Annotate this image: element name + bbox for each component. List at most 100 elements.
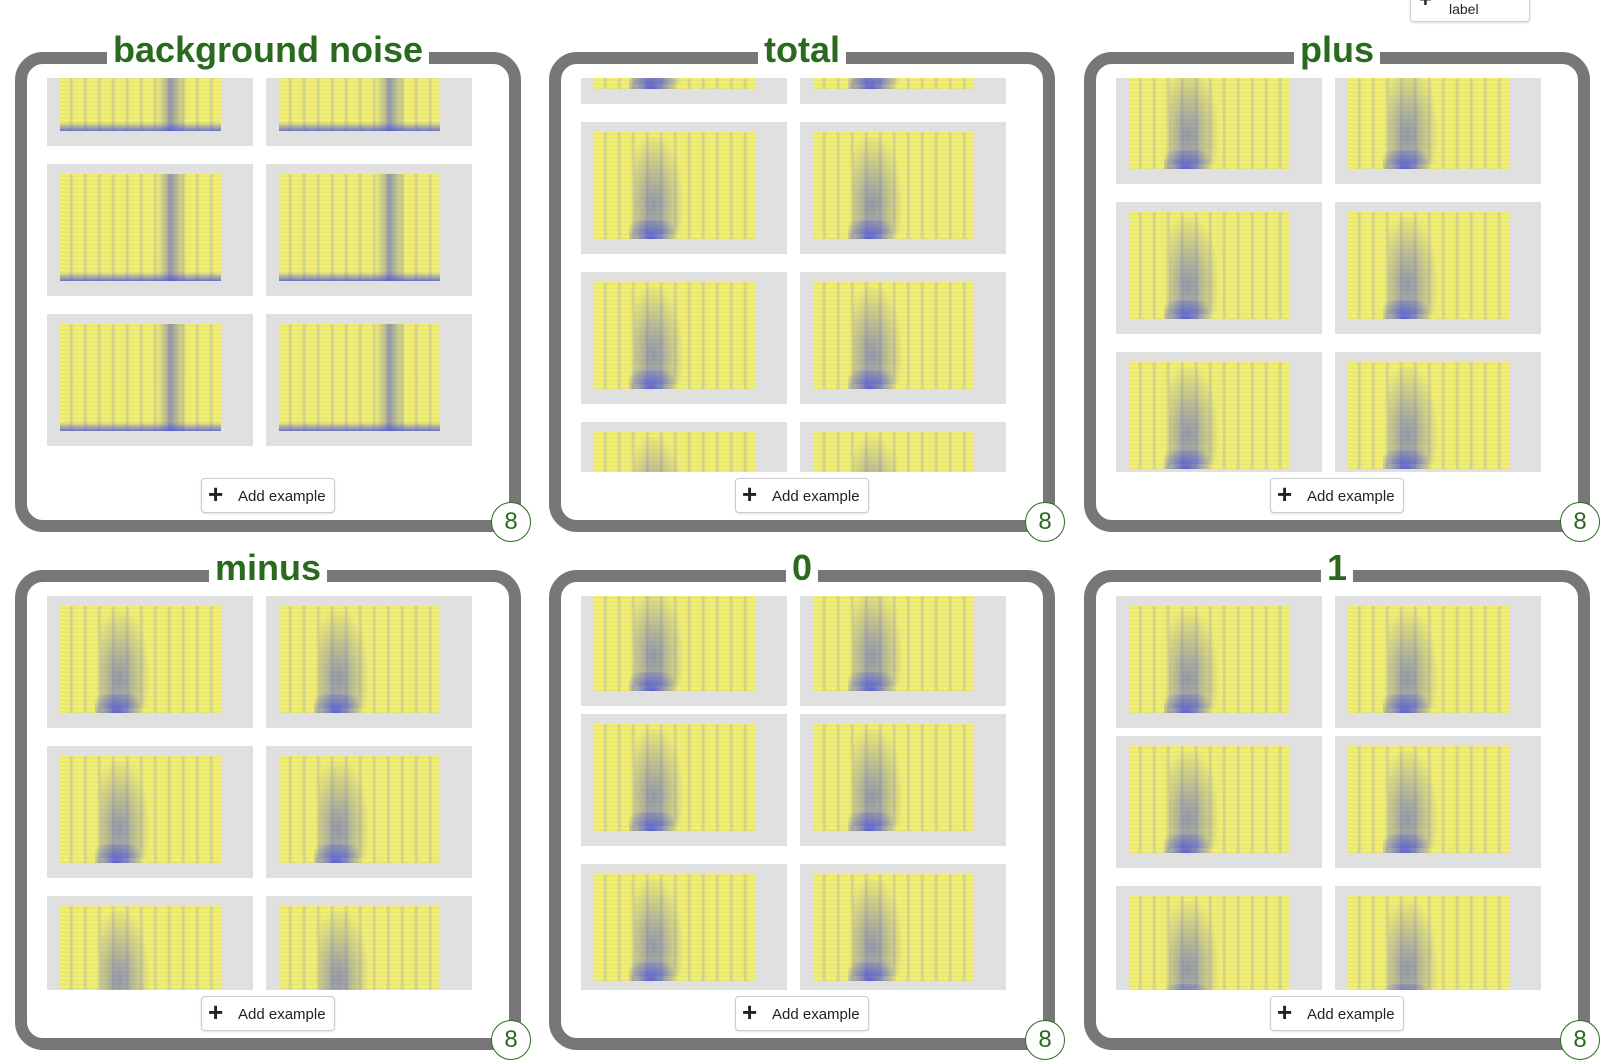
panel-title: background noise bbox=[106, 30, 430, 70]
example-tile[interactable] bbox=[800, 78, 1006, 104]
add-example-label: Add example bbox=[238, 488, 326, 505]
add-example-label: Add example bbox=[772, 488, 860, 505]
plus-icon: + bbox=[1277, 997, 1293, 1027]
spectrogram bbox=[60, 756, 221, 863]
add-label-text: label bbox=[1449, 1, 1479, 17]
spectrogram bbox=[1129, 362, 1290, 469]
spectrogram bbox=[60, 174, 221, 281]
class-panel-minus: minus + Add example 8 bbox=[15, 548, 531, 1060]
spectrogram bbox=[60, 324, 221, 431]
example-tile[interactable] bbox=[581, 422, 787, 472]
panel-title: total bbox=[758, 30, 846, 70]
example-tile[interactable] bbox=[800, 714, 1006, 846]
class-panel-1: 1 + Add example 8 bbox=[1084, 548, 1600, 1060]
example-tile[interactable] bbox=[266, 78, 472, 146]
example-tile[interactable] bbox=[581, 122, 787, 254]
add-example-button[interactable]: + Add example bbox=[201, 478, 335, 513]
spectrogram bbox=[813, 132, 974, 239]
example-tile[interactable] bbox=[266, 164, 472, 296]
example-tile[interactable] bbox=[581, 272, 787, 404]
example-count-badge: 8 bbox=[491, 502, 531, 542]
spectrogram bbox=[279, 78, 440, 131]
spectrogram bbox=[813, 78, 974, 89]
add-example-button[interactable]: + Add example bbox=[1270, 996, 1404, 1031]
spectrogram bbox=[813, 724, 974, 831]
class-panel-background-noise: background noise + Add example 8 bbox=[15, 30, 531, 542]
add-example-label: Add example bbox=[238, 1006, 326, 1023]
example-tile[interactable] bbox=[581, 596, 787, 706]
example-tile[interactable] bbox=[1335, 202, 1541, 334]
example-tile[interactable] bbox=[47, 78, 253, 146]
spectrogram bbox=[1348, 362, 1509, 469]
example-tile[interactable] bbox=[800, 864, 1006, 990]
example-tile[interactable] bbox=[1116, 352, 1322, 472]
spectrogram bbox=[813, 282, 974, 389]
add-example-label: Add example bbox=[1307, 1006, 1395, 1023]
example-count-badge: 8 bbox=[1025, 1020, 1065, 1060]
panel-title: minus bbox=[208, 548, 328, 588]
add-label-button[interactable]: + label bbox=[1410, 0, 1530, 22]
class-panel-plus: plus + Add example 8 bbox=[1084, 30, 1600, 542]
example-tile[interactable] bbox=[1116, 886, 1322, 990]
example-tile[interactable] bbox=[800, 596, 1006, 706]
spectrogram bbox=[1348, 606, 1509, 713]
example-tile[interactable] bbox=[266, 746, 472, 878]
example-tile[interactable] bbox=[1335, 352, 1541, 472]
example-tile[interactable] bbox=[800, 122, 1006, 254]
add-example-button[interactable]: + Add example bbox=[201, 996, 335, 1031]
spectrogram bbox=[279, 906, 440, 990]
spectrogram bbox=[594, 874, 755, 981]
examples-grid[interactable] bbox=[581, 596, 1014, 990]
spectrogram bbox=[279, 756, 440, 863]
spectrogram bbox=[1348, 896, 1509, 990]
examples-grid[interactable] bbox=[47, 596, 480, 990]
example-tile[interactable] bbox=[266, 596, 472, 728]
example-tile[interactable] bbox=[266, 896, 472, 990]
add-example-button[interactable]: + Add example bbox=[1270, 478, 1404, 513]
panel-title: 0 bbox=[785, 548, 819, 588]
spectrogram bbox=[279, 174, 440, 281]
example-tile[interactable] bbox=[1335, 596, 1541, 728]
examples-grid[interactable] bbox=[1116, 596, 1549, 990]
example-tile[interactable] bbox=[581, 864, 787, 990]
add-example-label: Add example bbox=[1307, 488, 1395, 505]
example-count-badge: 8 bbox=[1560, 1020, 1600, 1060]
class-panel-0: 0 + Add example 8 bbox=[549, 548, 1065, 1060]
panel-title: 1 bbox=[1320, 548, 1354, 588]
example-tile[interactable] bbox=[800, 422, 1006, 472]
spectrogram bbox=[813, 596, 974, 691]
example-tile[interactable] bbox=[1116, 202, 1322, 334]
example-tile[interactable] bbox=[1335, 886, 1541, 990]
example-tile[interactable] bbox=[1335, 736, 1541, 868]
example-tile[interactable] bbox=[1116, 736, 1322, 868]
example-tile[interactable] bbox=[266, 314, 472, 446]
example-tile[interactable] bbox=[47, 746, 253, 878]
example-count-badge: 8 bbox=[491, 1020, 531, 1060]
example-tile[interactable] bbox=[47, 896, 253, 990]
plus-icon: + bbox=[1277, 479, 1293, 509]
examples-grid[interactable] bbox=[581, 78, 1014, 472]
example-tile[interactable] bbox=[581, 714, 787, 846]
example-tile[interactable] bbox=[1116, 78, 1322, 184]
spectrogram bbox=[60, 606, 221, 713]
spectrogram bbox=[1348, 78, 1509, 169]
panel-title: plus bbox=[1293, 30, 1381, 70]
example-tile[interactable] bbox=[800, 272, 1006, 404]
example-tile[interactable] bbox=[47, 314, 253, 446]
spectrogram bbox=[1348, 746, 1509, 853]
example-count-badge: 8 bbox=[1025, 502, 1065, 542]
spectrogram bbox=[1129, 78, 1290, 169]
spectrogram bbox=[594, 596, 755, 691]
example-tile[interactable] bbox=[1116, 596, 1322, 728]
example-tile[interactable] bbox=[581, 78, 787, 104]
example-tile[interactable] bbox=[47, 164, 253, 296]
example-tile[interactable] bbox=[1335, 78, 1541, 184]
add-example-button[interactable]: + Add example bbox=[735, 996, 869, 1031]
spectrogram bbox=[594, 132, 755, 239]
example-tile[interactable] bbox=[47, 596, 253, 728]
examples-grid[interactable] bbox=[47, 78, 480, 472]
examples-grid[interactable] bbox=[1116, 78, 1549, 472]
spectrogram bbox=[60, 906, 221, 990]
spectrogram bbox=[1129, 746, 1290, 853]
add-example-button[interactable]: + Add example bbox=[735, 478, 869, 513]
